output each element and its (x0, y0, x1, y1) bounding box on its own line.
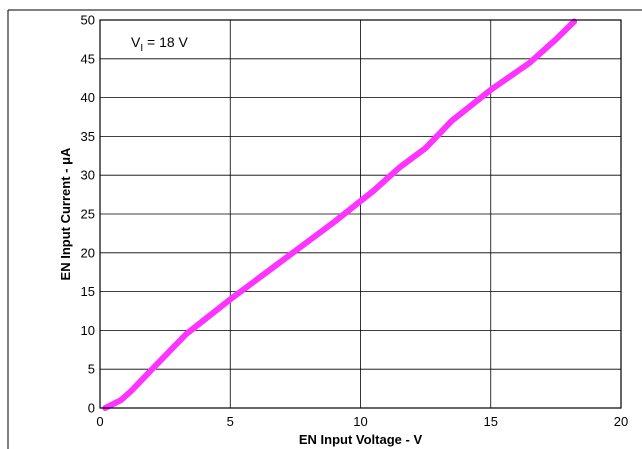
y-tick-label: 50 (81, 13, 95, 28)
y-axis-title: EN Input Current - μA (58, 147, 73, 281)
x-tick-label: 20 (614, 414, 628, 429)
tick-labels: 0 5 10 15 20 0 5 10 15 20 25 30 35 40 45 50 (81, 13, 629, 430)
annotation-suffix: = 18 V (143, 34, 188, 50)
x-axis-title: EN Input Voltage - V (299, 432, 423, 447)
x-tick-label: 10 (353, 414, 367, 429)
grid (100, 20, 621, 408)
series-line (102, 18, 578, 411)
annotation-subscript: I (140, 43, 143, 54)
figure-frame (7, 9, 642, 449)
x-tick-label: 0 (96, 414, 103, 429)
x-tick-label: 5 (227, 414, 234, 429)
y-tick-label: 25 (81, 207, 95, 222)
y-tick-label: 0 (88, 401, 95, 416)
y-tick-label: 15 (81, 284, 95, 299)
y-tick-label: 45 (81, 51, 95, 66)
y-tick-label: 5 (88, 362, 95, 377)
y-tick-label: 10 (81, 323, 95, 338)
y-tick-label: 20 (81, 245, 95, 260)
annotation-vi: VI = 18 V (131, 34, 189, 54)
y-tick-label: 40 (81, 90, 95, 105)
x-tick-label: 15 (484, 414, 498, 429)
plot-border (99, 19, 622, 409)
y-tick-label: 30 (81, 168, 95, 183)
y-tick-label: 35 (81, 129, 95, 144)
annotation-prefix: V (131, 34, 141, 50)
series-layer (102, 18, 578, 411)
